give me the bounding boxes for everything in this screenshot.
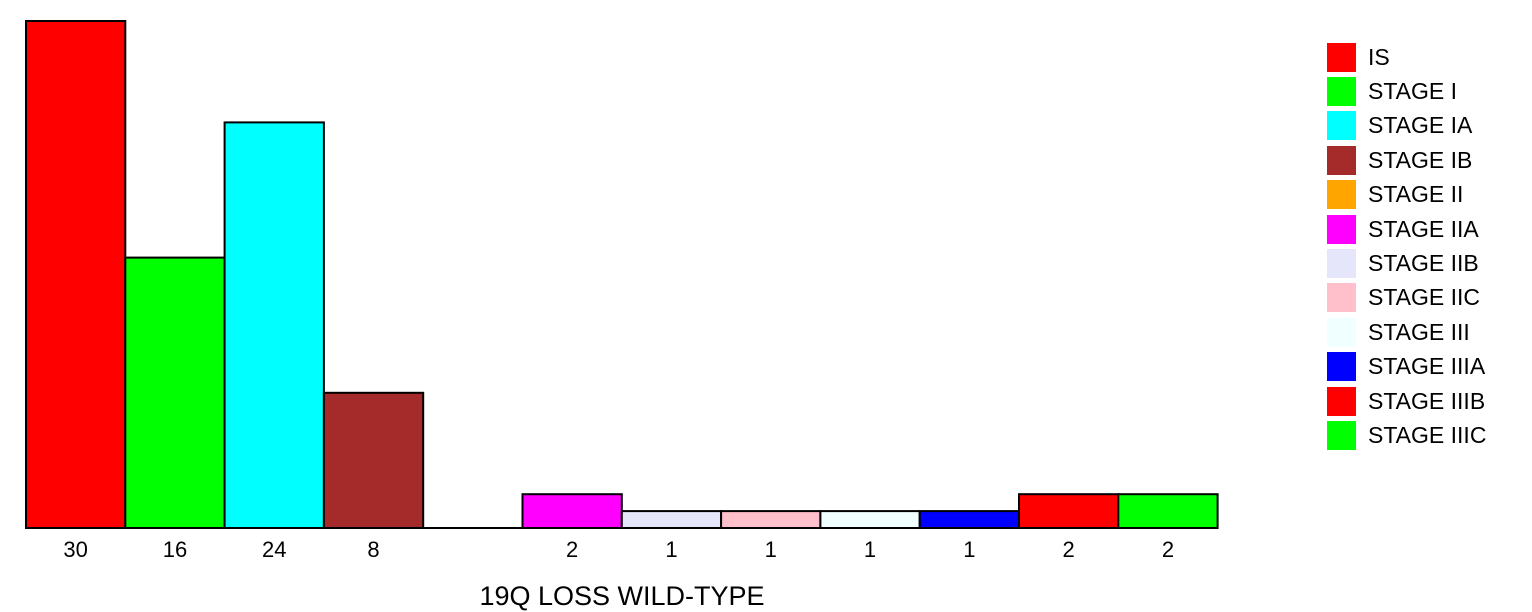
legend-swatch xyxy=(1327,180,1356,210)
bar-stage-iia xyxy=(521,493,623,530)
bar-stage-ib xyxy=(322,391,425,529)
legend-label: STAGE II xyxy=(1368,181,1464,208)
legend-item: STAGE I xyxy=(1327,74,1486,108)
bar-stage-iiib xyxy=(1018,493,1120,530)
legend-item: IS xyxy=(1327,40,1486,74)
count-labels-group: 30 16 24 8 2 1 1 1 1 2 2 xyxy=(63,537,1174,562)
legend-label: STAGE IIA xyxy=(1368,215,1479,242)
count-label: 1 xyxy=(963,537,975,562)
count-label: 30 xyxy=(63,537,87,562)
bar-stage-iic xyxy=(720,510,822,530)
bar-stage-iii xyxy=(819,510,921,530)
legend-label: STAGE IA xyxy=(1368,112,1473,139)
legend-item: STAGE IIIB xyxy=(1327,384,1486,418)
bar-stage-iiic xyxy=(1117,493,1219,530)
legend-swatch xyxy=(1327,77,1356,107)
legend-item: STAGE IIIC xyxy=(1327,418,1486,452)
legend-swatch xyxy=(1327,145,1356,175)
count-label: 24 xyxy=(262,537,286,562)
count-label: 16 xyxy=(163,537,187,562)
legend-swatch xyxy=(1327,386,1356,416)
legend-item: STAGE IIIA xyxy=(1327,350,1486,384)
legend-swatch xyxy=(1327,111,1356,141)
bar-is xyxy=(25,20,127,529)
legend-label: STAGE IIB xyxy=(1368,250,1479,277)
legend-label: STAGE I xyxy=(1368,78,1458,105)
legend-swatch xyxy=(1327,283,1356,313)
bar-stage-iib xyxy=(620,510,723,530)
count-label: 2 xyxy=(1162,537,1174,562)
count-label: 1 xyxy=(765,537,777,562)
legend-item: STAGE IA xyxy=(1327,109,1486,143)
bar-stage-ia xyxy=(223,121,325,530)
legend-label: STAGE IIIC xyxy=(1368,421,1487,448)
legend-label: IS xyxy=(1368,43,1390,70)
count-label: 1 xyxy=(864,537,876,562)
legend-swatch xyxy=(1327,249,1356,279)
count-label: 2 xyxy=(566,537,578,562)
legend-item: STAGE III xyxy=(1327,315,1486,349)
legend-label: STAGE III xyxy=(1368,318,1470,345)
count-label: 1 xyxy=(665,537,677,562)
bar-stage-i xyxy=(124,256,226,529)
x-axis-label: 19Q LOSS WILD-TYPE xyxy=(479,581,764,611)
legend-swatch xyxy=(1327,317,1356,347)
legend-item: STAGE II xyxy=(1327,178,1486,212)
legend-swatch xyxy=(1327,352,1356,382)
legend-label: STAGE IIIB xyxy=(1368,387,1486,414)
legend-item: STAGE IIB xyxy=(1327,246,1486,280)
legend-item: STAGE IIC xyxy=(1327,281,1486,315)
legend-item: STAGE IIA xyxy=(1327,212,1486,246)
legend-label: STAGE IIIA xyxy=(1368,353,1486,380)
bars-group xyxy=(25,20,1219,530)
legend-swatch xyxy=(1327,214,1356,244)
legend: IS STAGE I STAGE IA STAGE IB STAGE II STAGE I… xyxy=(1327,40,1486,453)
bar-stage-iiia xyxy=(918,510,1021,530)
count-label: 8 xyxy=(367,537,379,562)
legend-label: STAGE IB xyxy=(1368,146,1473,173)
legend-swatch xyxy=(1327,420,1356,450)
legend-item: STAGE IB xyxy=(1327,143,1486,177)
legend-label: STAGE IIC xyxy=(1368,284,1481,311)
legend-swatch xyxy=(1327,42,1356,72)
count-label: 2 xyxy=(1063,537,1075,562)
